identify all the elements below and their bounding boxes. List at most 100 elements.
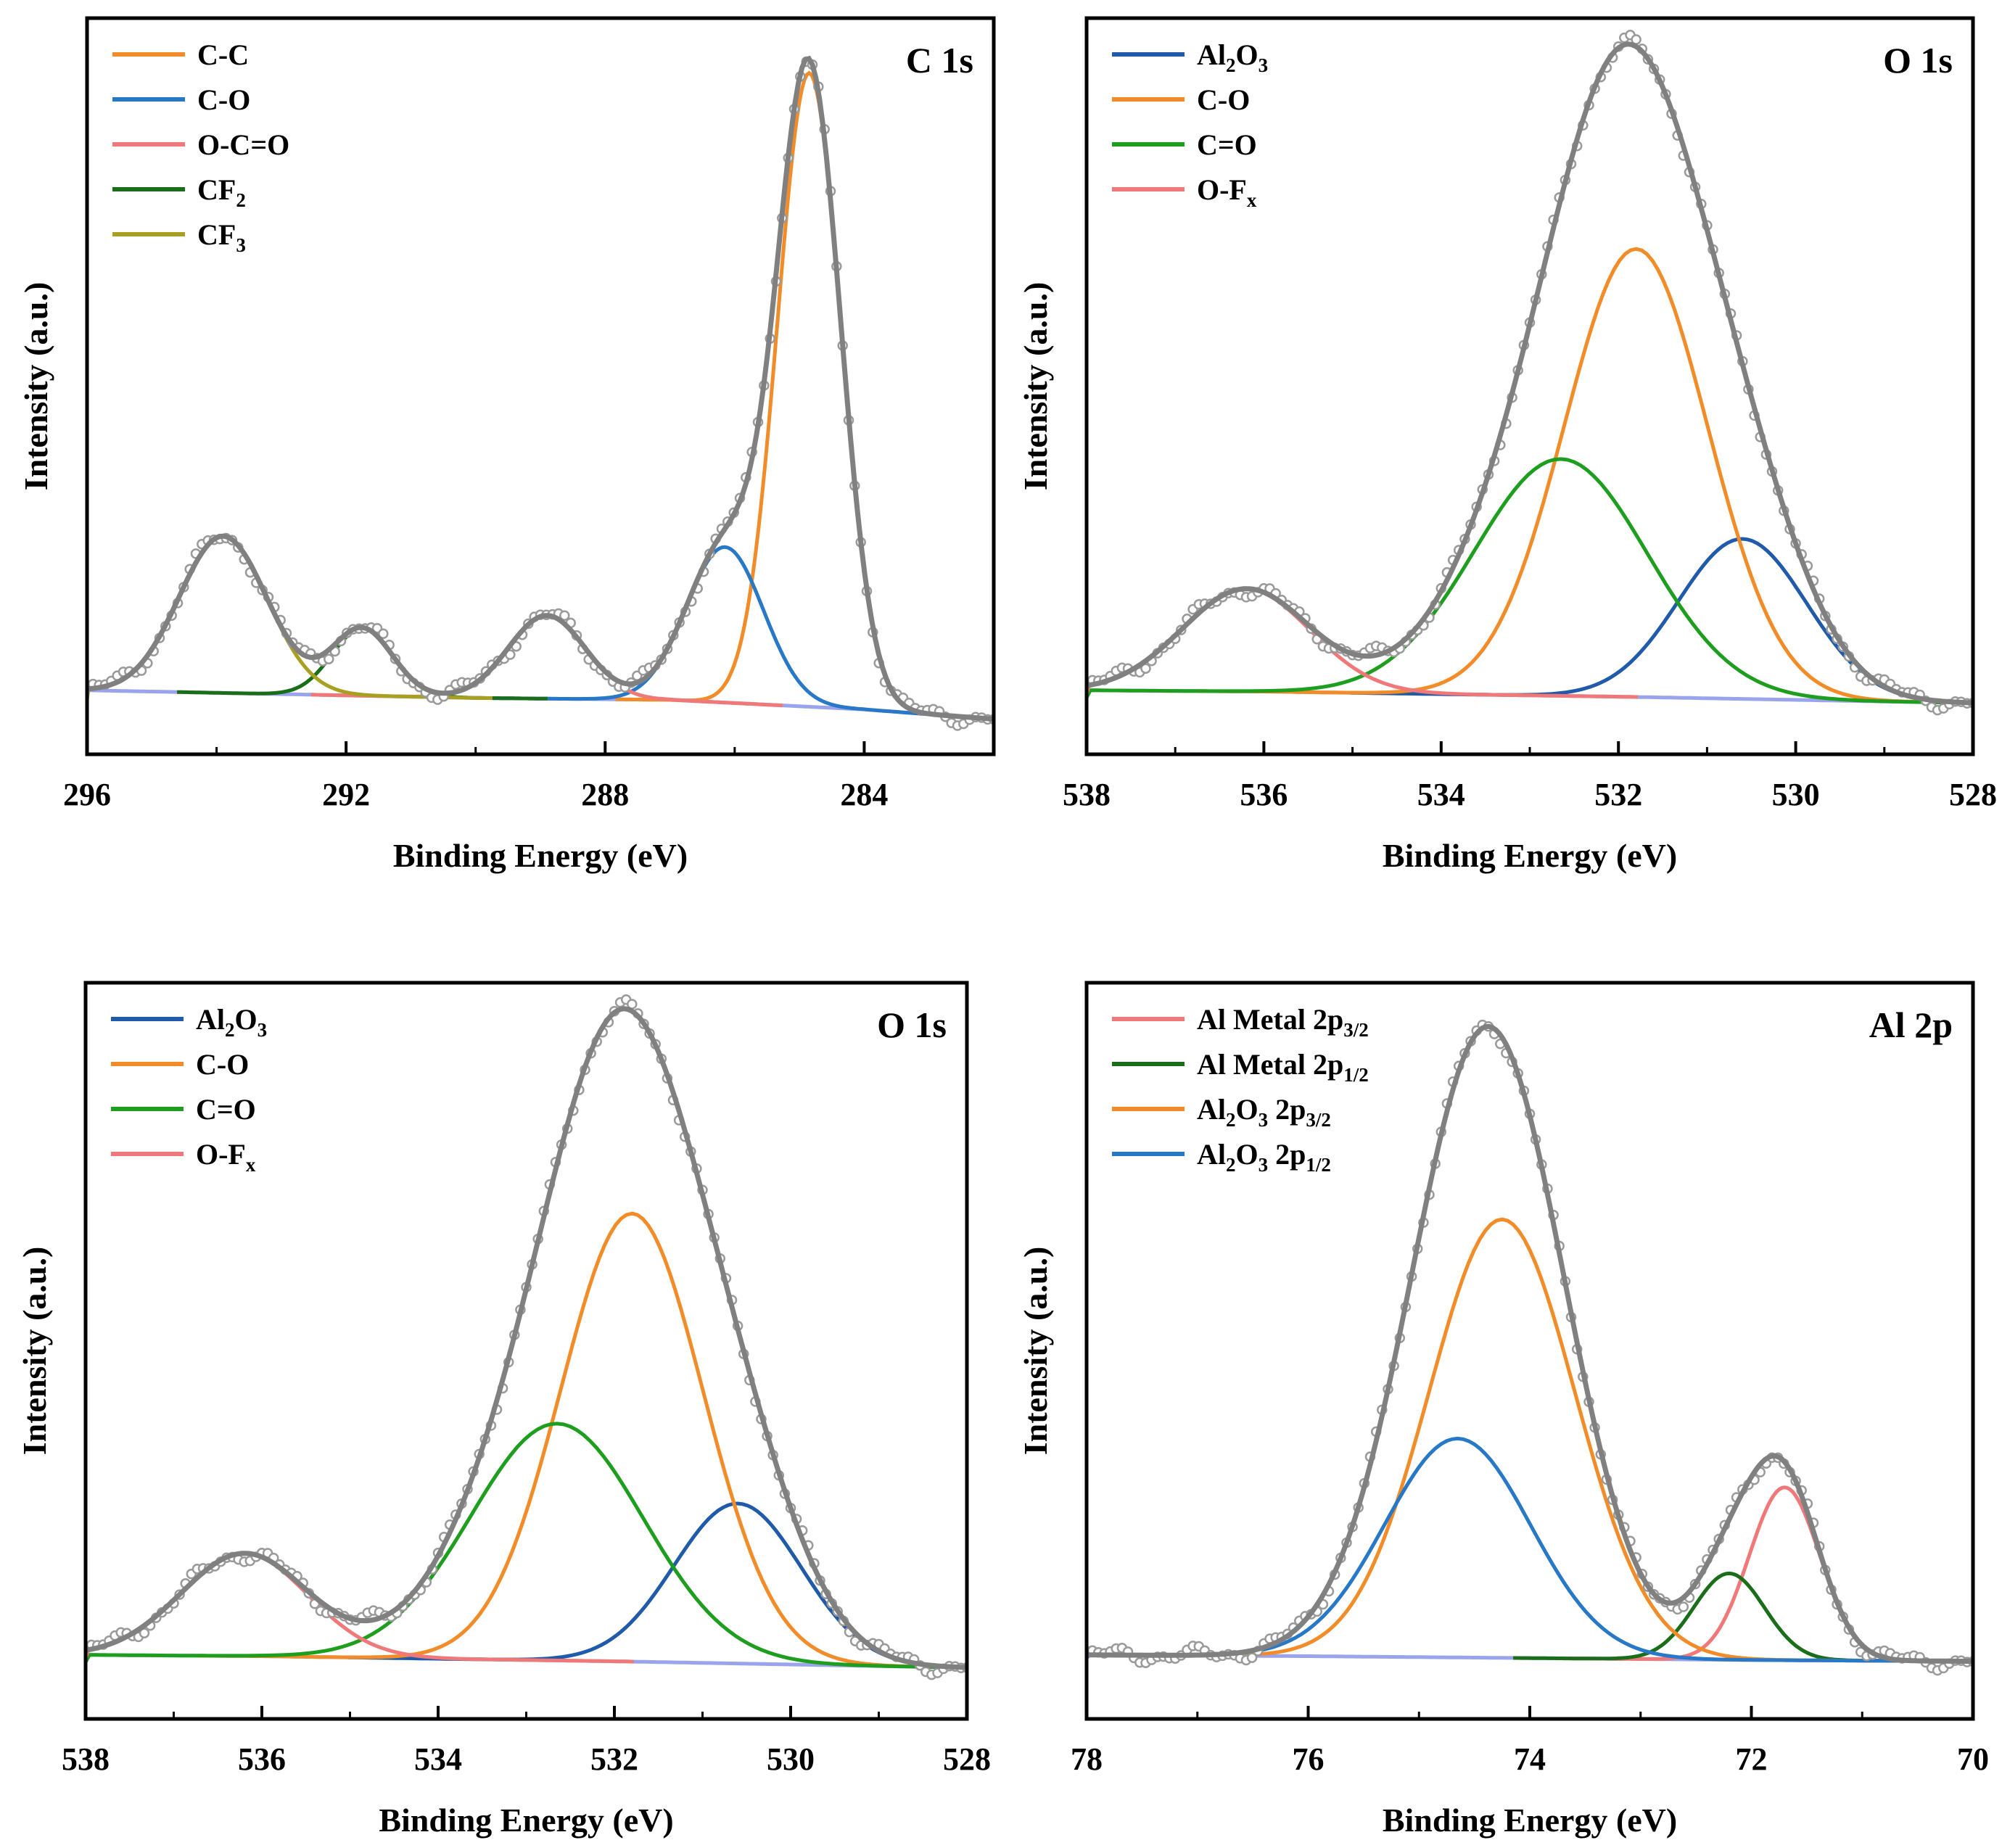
legend-text-part: O (1236, 1138, 1259, 1171)
x-tick-label: 72 (1736, 1741, 1768, 1777)
component-curve (197, 1211, 967, 1670)
x-tick-label: 76 (1293, 1741, 1325, 1777)
legend-subscript: x (1247, 189, 1257, 211)
legend-subscript: 3 (1259, 54, 1269, 76)
legend-label: C-O (197, 83, 250, 116)
component-curve (489, 545, 961, 719)
x-tick-label: 530 (1772, 777, 1820, 812)
chart-panel-2: 538 536 534 532 530 528 Binding Energy (eV) Int… (1017, 16, 1997, 874)
x-tick-label: 536 (1240, 777, 1288, 812)
legend-subscript: 2 (1226, 54, 1236, 76)
panel-title: C 1s (906, 40, 973, 81)
legend: C-C C-O O-C=O CF2 CF3 (112, 38, 289, 256)
legend-text-part: O (235, 1003, 258, 1036)
x-tick-label: 534 (1417, 777, 1465, 812)
y-axis-title: Intensity (a.u.) (16, 1247, 53, 1456)
legend-text-part: C-O (1197, 83, 1250, 116)
legend-label: Al2O3 2p3/2 (1197, 1093, 1331, 1131)
x-tick-label: 78 (1071, 1741, 1103, 1777)
legend-label: C=O (1197, 128, 1257, 161)
legend-text-part: Al (1197, 1138, 1226, 1171)
x-tick-label: 532 (590, 1741, 638, 1777)
legend-text-part: 2p (1268, 1138, 1306, 1171)
legend-subscript: x (246, 1154, 256, 1176)
x-tick-label: 528 (943, 1741, 991, 1777)
component-curve (1087, 587, 1639, 699)
x-tick-label: 532 (1594, 777, 1642, 812)
legend-label: CF2 (197, 173, 246, 211)
legend-text-part: C-C (197, 38, 249, 71)
panel-title: Al 2p (1869, 1005, 1953, 1045)
legend-text-part: C-O (197, 83, 250, 116)
x-tick-label: 74 (1514, 1741, 1546, 1777)
legend-subscript: 1/2 (1343, 1064, 1369, 1086)
legend-text-part: O-F (1197, 173, 1247, 206)
chart-panel-1: 296 292 288 284 Binding Energy (eV) Intensity… (17, 16, 996, 874)
legend-subscript: 3/2 (1343, 1019, 1369, 1041)
legend-text-part: C-O (196, 1048, 249, 1081)
raw-data-point (378, 628, 389, 640)
legend-text-part: C=O (196, 1093, 256, 1126)
panel-title: O 1s (1883, 40, 1953, 81)
plot-area (86, 994, 967, 1680)
chart-panel-4: 78 76 74 72 70 Binding Energy (eV) Intensity (… (1017, 981, 1989, 1839)
x-tick-label: 538 (62, 1741, 110, 1777)
envelope-curve (87, 55, 994, 722)
plot-area (1087, 1019, 1973, 1676)
legend-label: Al Metal 2p1/2 (1197, 1048, 1369, 1086)
x-axis-title: Binding Energy (eV) (1383, 1802, 1677, 1839)
panel-title: O 1s (877, 1005, 947, 1045)
envelope-curve (1087, 41, 1973, 706)
legend-text-part: O (1236, 1093, 1259, 1126)
plot-area (87, 55, 994, 731)
y-axis-title: Intensity (a.u.) (17, 282, 54, 491)
legend-label: O-Fx (196, 1138, 256, 1176)
raw-data-point (324, 653, 334, 664)
legend-text-part: O-C=O (197, 128, 289, 161)
raw-data-point (139, 1628, 150, 1638)
x-tick-label: 70 (1957, 1741, 1989, 1777)
x-tick-label: 528 (1949, 777, 1997, 812)
raw-data-point (1246, 1652, 1258, 1663)
plot-area (1087, 30, 1973, 716)
legend-text-part: CF (197, 173, 236, 206)
x-axis-title: Binding Energy (eV) (379, 1802, 673, 1839)
raw-data-point (1140, 663, 1151, 674)
legend-label: CF3 (197, 218, 246, 256)
legend-text-part: Al (1197, 38, 1226, 71)
legend-text-part: Al (1197, 1093, 1226, 1126)
legend-label: Al Metal 2p3/2 (1197, 1003, 1369, 1041)
legend-subscript: 3 (258, 1019, 268, 1041)
x-tick-label: 284 (840, 777, 888, 812)
legend-label: C-O (196, 1048, 249, 1081)
legend-label: Al2O3 (1197, 38, 1268, 76)
legend-text-part: CF (197, 218, 236, 251)
chart-panel-3: 538 536 534 532 530 528 Binding Energy (eV) Int… (16, 981, 991, 1839)
legend-text-part: O-F (196, 1138, 246, 1171)
legend: Al2O3 C-O C=O O-Fx (111, 1003, 267, 1176)
x-tick-label: 536 (238, 1741, 286, 1777)
x-axis-title: Binding Energy (eV) (1383, 837, 1677, 874)
x-tick-label: 530 (767, 1741, 815, 1777)
legend-text-part: Al Metal 2p (1197, 1048, 1343, 1081)
legend-label: C=O (196, 1093, 256, 1126)
legend-subscript: 3 (1259, 1154, 1269, 1176)
component-curve (1087, 457, 1973, 705)
x-tick-label: 538 (1063, 777, 1111, 812)
legend-subscript: 2 (236, 189, 246, 211)
legend-subscript: 3/2 (1306, 1109, 1331, 1131)
legend-subscript: 3 (1259, 1109, 1269, 1131)
legend-label: Al2O3 (196, 1003, 267, 1041)
legend-text-part: C=O (1197, 128, 1257, 161)
component-curve (1087, 1217, 1949, 1663)
legend-label: Al2O3 2p1/2 (1197, 1138, 1331, 1176)
legend-label: C-O (1197, 83, 1250, 116)
legend-label: C-C (197, 38, 249, 71)
legend-text-part: Al (196, 1003, 225, 1036)
legend-label: O-C=O (197, 128, 289, 161)
x-tick-label: 296 (63, 777, 111, 812)
x-tick-label: 534 (414, 1741, 462, 1777)
x-axis-title: Binding Energy (eV) (393, 837, 688, 874)
